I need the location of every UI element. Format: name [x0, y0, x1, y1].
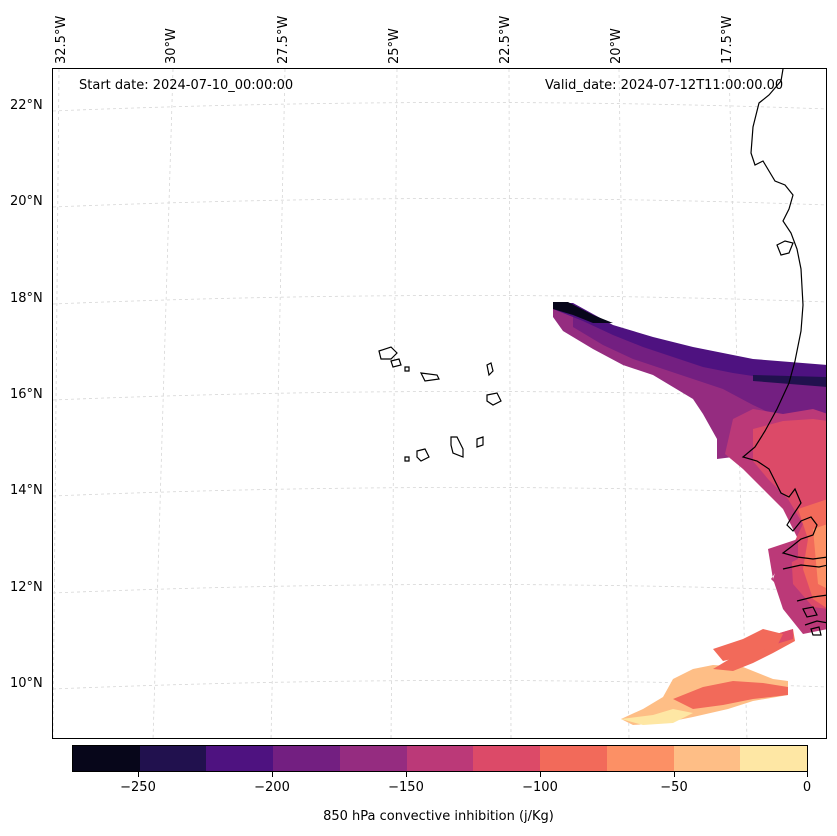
lat-label-12n: 12°N	[10, 580, 43, 595]
island-santa-luzia	[404, 366, 410, 372]
colorbar-label-0: 0	[802, 780, 812, 795]
coastlines	[741, 69, 826, 636]
colorbar-segment-9	[673, 746, 741, 771]
lon-label-17-5w: 17.5°W	[720, 15, 735, 64]
colorbar-segment-4	[339, 746, 407, 771]
colorbar-segment-1	[139, 746, 207, 771]
cape-verde-islands	[378, 346, 502, 462]
colorbar-label-minus-250: −250	[120, 780, 156, 795]
colorbar-tick-minus-150	[406, 772, 407, 777]
colorbar-label-minus-50: −50	[660, 780, 688, 795]
cin-coastal-arm	[768, 539, 798, 589]
cin-band-inner	[553, 303, 826, 387]
gridline-lat-14	[53, 487, 826, 497]
colorbar-segment-3	[273, 746, 340, 771]
cin-coastal-light	[813, 524, 826, 588]
island-boa-vista	[486, 392, 502, 406]
lat-label-16n: 16°N	[10, 387, 43, 402]
coastline-gambia	[782, 564, 826, 570]
island-sao-nicolau	[419, 372, 440, 382]
lat-label-14n: 14°N	[10, 483, 43, 498]
colorbar-segment-2	[206, 746, 274, 771]
coastline-south	[804, 620, 826, 626]
colorbar-label-minus-100: −100	[522, 780, 558, 795]
colorbar-segment-5	[406, 746, 474, 771]
colorbar-segment-0	[73, 746, 140, 771]
island-santiago	[450, 436, 464, 458]
colorbar-label-minus-200: −200	[254, 780, 290, 795]
lon-label-22-5w: 22.5°W	[498, 15, 513, 64]
colorbar-segment-10	[740, 746, 808, 771]
gridline-lon-30	[152, 69, 174, 738]
colorbar-tick-minus-50	[674, 772, 675, 777]
gridline-lon-25	[390, 69, 398, 738]
island-sao-vicente	[390, 358, 402, 368]
map-area[interactable]	[52, 68, 827, 739]
cin-field	[553, 302, 826, 725]
lat-label-10n: 10°N	[10, 676, 43, 691]
colorbar-tick-minus-250	[138, 772, 139, 777]
lat-label-22n: 22°N	[10, 98, 43, 113]
colorbar-segment-8	[606, 746, 674, 771]
cin-band-core	[553, 302, 613, 323]
island-maio	[476, 436, 484, 448]
island-santo-antao	[378, 346, 398, 360]
colorbar-segment-6	[473, 746, 541, 771]
lat-label-20n: 20°N	[10, 194, 43, 209]
colorbar-tick-minus-100	[540, 772, 541, 777]
coastline-guinea	[796, 594, 826, 602]
map-canvas	[53, 69, 826, 738]
lon-label-27-5w: 27.5°W	[276, 15, 291, 64]
coastline-africa	[741, 69, 826, 560]
cin-south-ne-patch	[713, 629, 783, 661]
colorbar-label-minus-150: −150	[388, 780, 424, 795]
colorbar-tick-0	[807, 772, 808, 777]
gridline-lon-27-5	[270, 69, 286, 738]
graticule	[53, 69, 826, 738]
colorbar	[72, 745, 808, 772]
island-sal	[486, 362, 494, 377]
gridline-lon-22-5	[508, 69, 512, 738]
island-senegal-coast	[776, 240, 794, 256]
lon-label-25w: 25°W	[387, 28, 402, 64]
gridline-lat-18	[53, 295, 826, 305]
colorbar-tick-minus-200	[272, 772, 273, 777]
valid-date-label: Valid_date: 2024-07-12T11:00:00.00	[545, 78, 784, 93]
gridline-lon-32-5	[53, 69, 60, 738]
lon-label-30w: 30°W	[164, 28, 179, 64]
colorbar-segment-7	[540, 746, 607, 771]
gridline-lat-12	[53, 584, 826, 594]
island-fogo	[416, 448, 430, 462]
colorbar-title: 850 hPa convective inhibition (j/Kg)	[323, 809, 554, 824]
start-date-label: Start date: 2024-07-10_00:00:00	[79, 78, 294, 93]
lon-label-20w: 20°W	[609, 28, 624, 64]
cin-south-blob-light	[621, 709, 693, 725]
cin-south-blob-inner	[673, 681, 788, 709]
island-bijagos	[810, 626, 822, 636]
lon-label-32-5w: 32.5°W	[54, 15, 69, 64]
lat-label-18n: 18°N	[10, 291, 43, 306]
gridline-lon-20	[618, 69, 630, 738]
gridline-lon-17-5	[728, 69, 748, 738]
island-brava	[404, 456, 410, 462]
coastline-bissau-islands	[802, 606, 818, 618]
gridline-lat-22	[53, 102, 826, 112]
